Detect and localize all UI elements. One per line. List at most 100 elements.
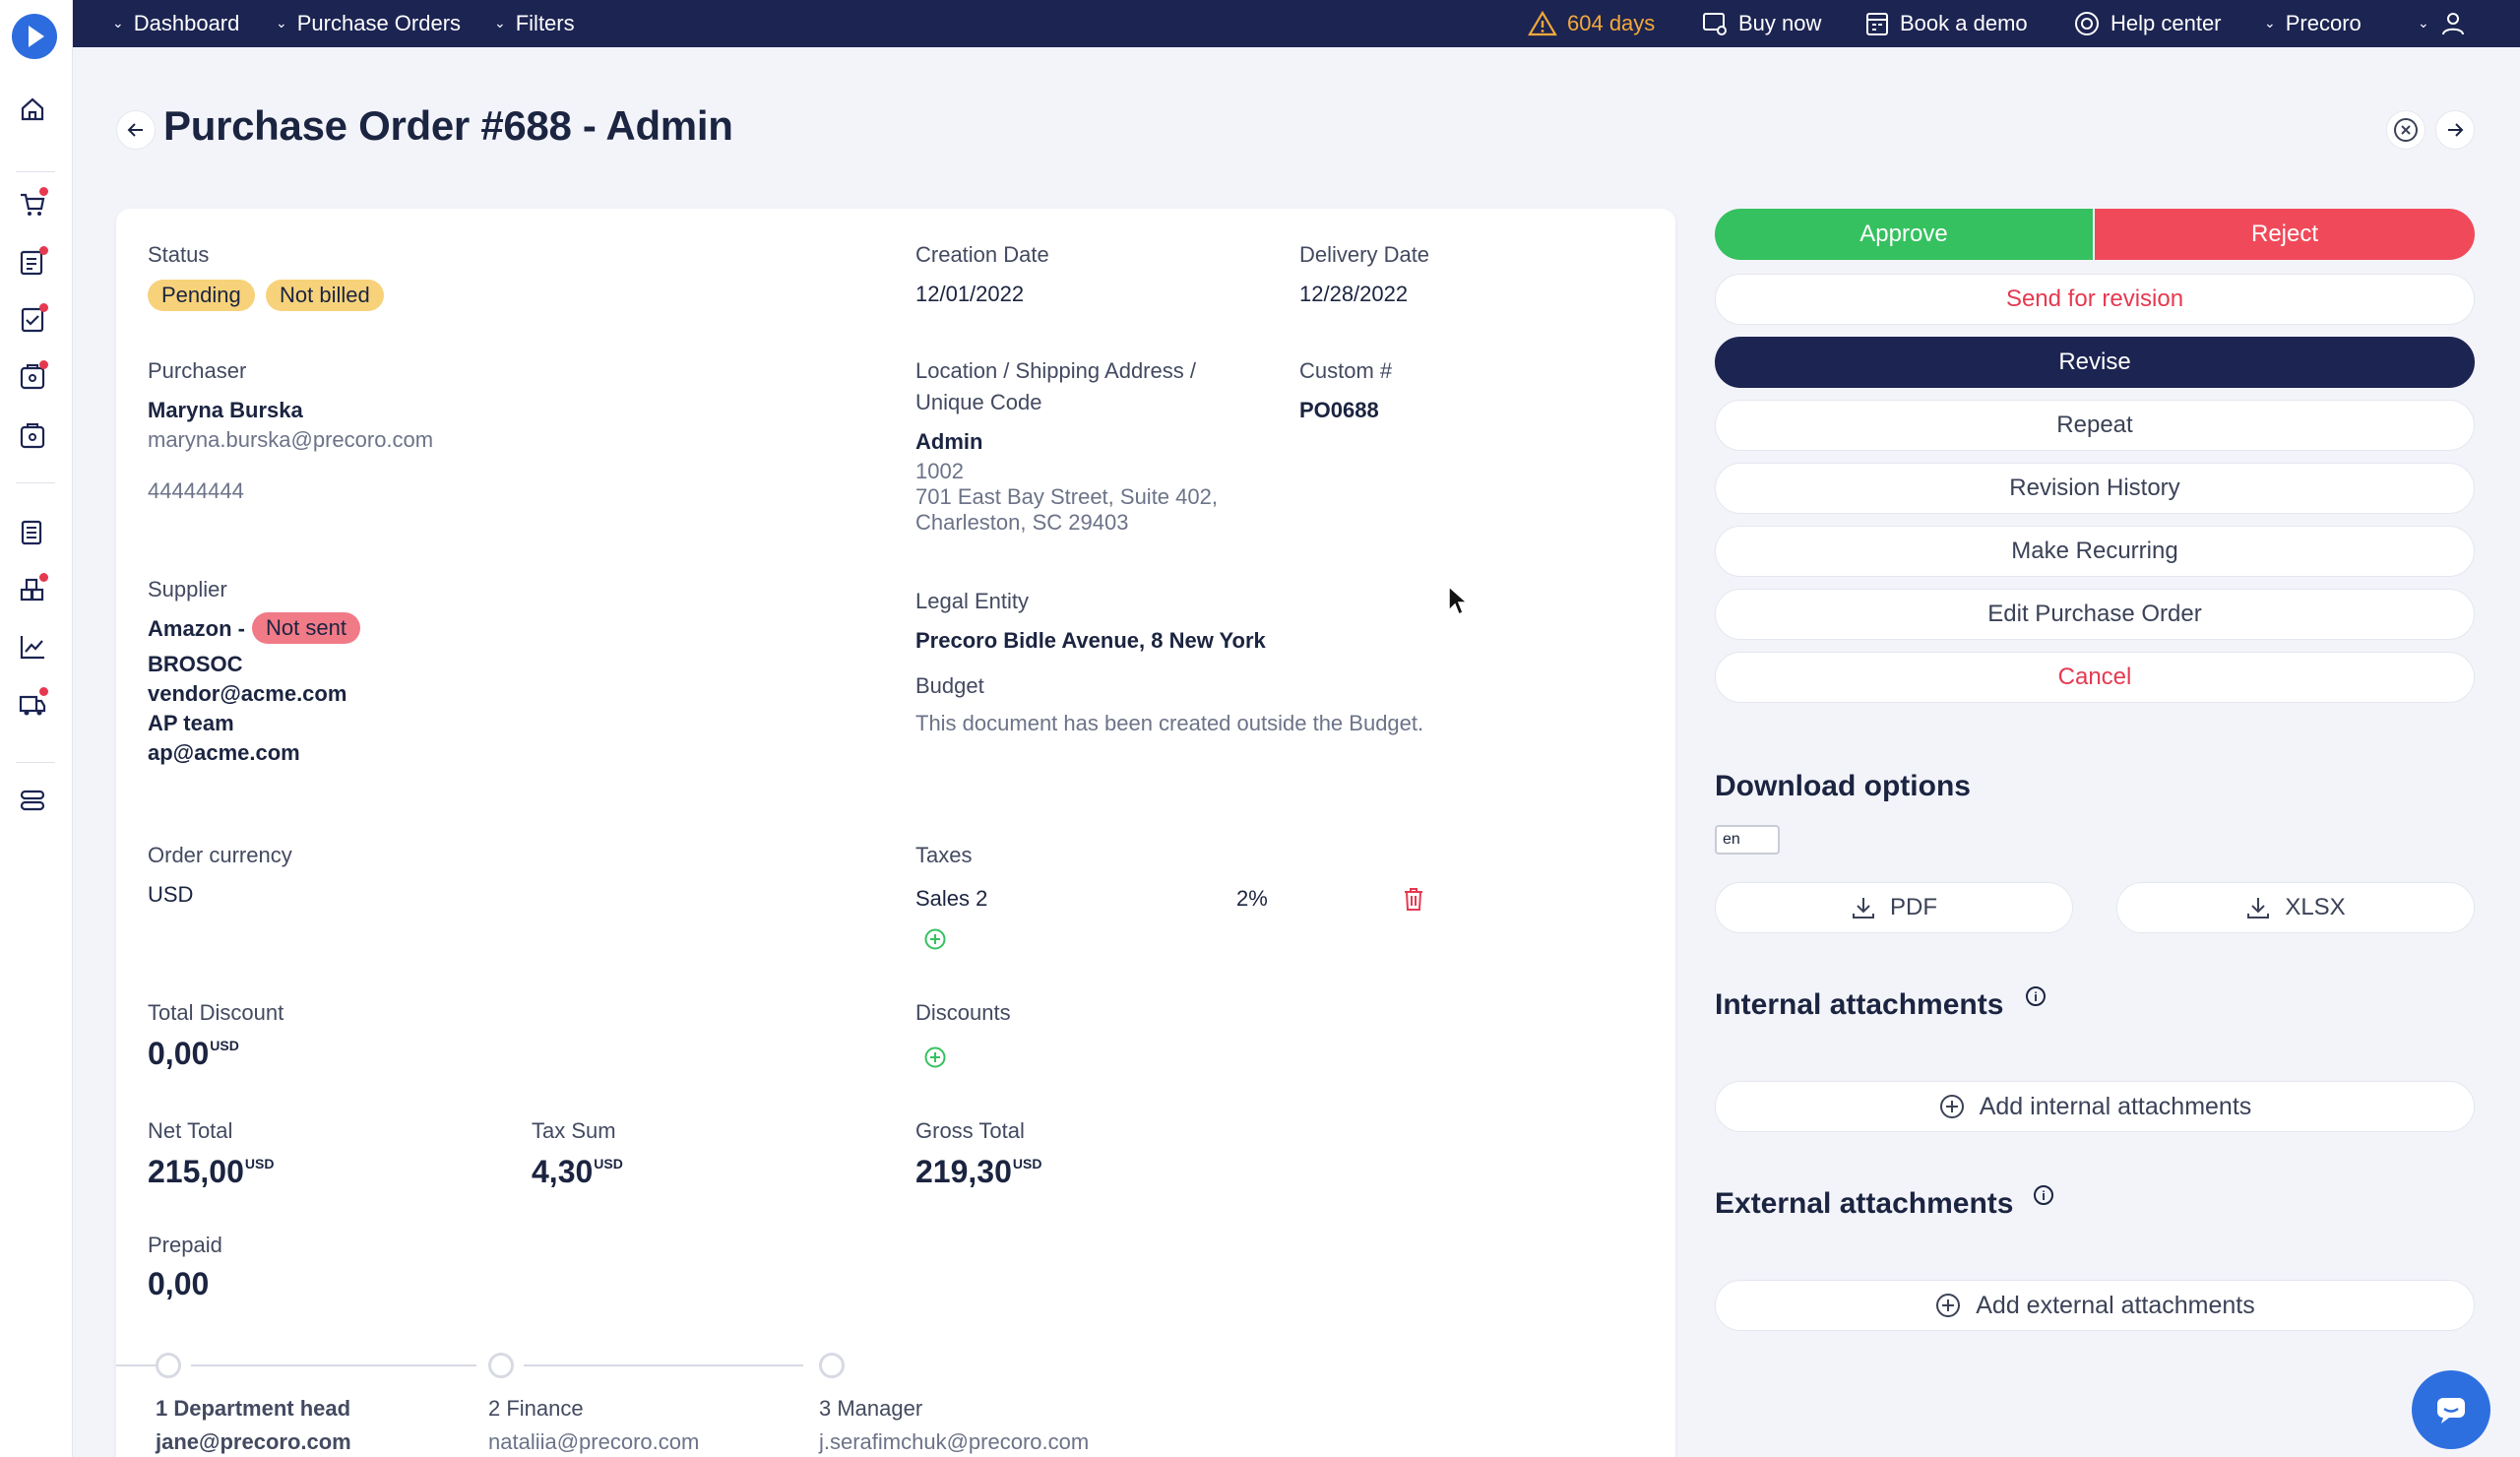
close-button[interactable] — [2386, 110, 2426, 150]
buy-now-button[interactable]: Buy now — [1701, 0, 1821, 47]
external-attachments-title: External attachments — [1715, 1187, 2014, 1220]
send-for-revision-button[interactable]: Send for revision — [1715, 274, 2475, 325]
user-menu[interactable]: ⌄ — [2418, 0, 2467, 47]
download-pdf-label: PDF — [1890, 894, 1937, 920]
approval-step-name: 3 Manager — [819, 1396, 923, 1421]
gross-total-label: Gross Total — [915, 1118, 1025, 1143]
location-street: 701 East Bay Street, Suite 402, — [915, 484, 1218, 509]
add-external-attachments-button[interactable]: Add external attachments — [1715, 1280, 2475, 1331]
internal-attachments-title: Internal attachments — [1715, 988, 2004, 1021]
add-external-attachments-label: Add external attachments — [1976, 1291, 2255, 1319]
invoices-icon[interactable] — [18, 421, 47, 451]
cancel-order-button[interactable]: Cancel — [1715, 652, 2475, 703]
calendar-icon — [1866, 13, 1888, 35]
make-recurring-button[interactable]: Make Recurring — [1715, 526, 2475, 577]
budgets-icon[interactable] — [18, 518, 47, 547]
nav-filters-label: Filters — [515, 11, 575, 35]
info-icon[interactable]: i — [2034, 1185, 2053, 1205]
revise-button[interactable]: Revise — [1715, 337, 2475, 388]
approval-step-email: nataliia@precoro.com — [488, 1429, 700, 1454]
settings-icon[interactable] — [18, 786, 47, 815]
supplier-label: Supplier — [148, 577, 227, 602]
trial-days-label: 604 days — [1567, 11, 1656, 35]
reject-button[interactable]: Reject — [2095, 209, 2475, 260]
supplier-line: vendor@acme.com — [148, 681, 347, 706]
supplier-line: ap@acme.com — [148, 740, 300, 765]
status-label: Status — [148, 242, 210, 267]
add-internal-attachments-label: Add internal attachments — [1979, 1092, 2252, 1120]
taxes-label: Taxes — [915, 843, 973, 867]
download-pdf-button[interactable]: PDF — [1715, 882, 2073, 933]
user-icon — [2441, 13, 2464, 35]
edit-purchase-order-button[interactable]: Edit Purchase Order — [1715, 589, 2475, 640]
approval-step-email: j.serafimchuk@precoro.com — [819, 1429, 1090, 1454]
language-select[interactable]: en — [1715, 825, 1780, 855]
nav-purchase-orders-label: Purchase Orders — [296, 11, 462, 35]
delete-tax-icon[interactable] — [1402, 886, 1425, 917]
legal-entity-value: Precoro Bidle Avenue, 8 New York — [915, 628, 1266, 653]
net-total-label: Net Total — [148, 1118, 233, 1143]
approve-button[interactable]: Approve — [1715, 209, 2093, 260]
supplier-status-badge: Not sent — [252, 612, 360, 644]
nav-purchase-orders[interactable]: ⌄ Purchase Orders — [276, 0, 461, 47]
total-discount-label: Total Discount — [148, 1000, 284, 1025]
delivery-date-label: Delivery Date — [1299, 242, 1430, 267]
help-center-label: Help center — [2110, 11, 2222, 35]
location-label-line1: Location / Shipping Address / — [915, 358, 1196, 383]
trial-days-warning[interactable]: 604 days — [1528, 0, 1655, 47]
purchaser-phone: 44444444 — [148, 478, 244, 503]
precoro-logo-icon[interactable] — [12, 14, 57, 59]
analytics-icon[interactable] — [18, 632, 47, 662]
nav-dashboard[interactable]: ⌄ Dashboard — [112, 0, 239, 47]
purchaser-email: maryna.burska@precoro.com — [148, 427, 434, 452]
info-icon[interactable]: i — [2026, 986, 2046, 1006]
add-tax-icon[interactable] — [923, 927, 947, 956]
repeat-button[interactable]: Repeat — [1715, 400, 2475, 451]
purchase-requests-icon[interactable] — [18, 187, 48, 219]
inventory-icon[interactable] — [18, 573, 48, 604]
receipts-icon[interactable] — [18, 360, 48, 392]
buy-now-label: Buy now — [1738, 11, 1822, 35]
budget-text: This document has been created outside t… — [915, 711, 1424, 735]
status-badge-pending: Pending — [148, 280, 255, 311]
approval-step-marker — [488, 1353, 514, 1378]
plus-circle-icon — [1939, 1095, 1964, 1118]
add-internal-attachments-button[interactable]: Add internal attachments — [1715, 1081, 2475, 1132]
currency-value: USD — [148, 882, 194, 907]
company-switcher[interactable]: ⌄ Precoro — [2264, 0, 2362, 47]
back-button[interactable] — [116, 110, 156, 150]
status-badge-billing: Not billed — [266, 280, 384, 311]
discounts-label: Discounts — [915, 1000, 1011, 1025]
add-discount-icon[interactable] — [923, 1045, 947, 1074]
supplier-line: BROSOC — [148, 652, 243, 676]
home-icon[interactable] — [18, 95, 47, 124]
suppliers-icon[interactable] — [18, 687, 48, 719]
download-icon — [2247, 898, 2270, 919]
chat-icon — [2437, 1398, 2465, 1424]
lifebuoy-icon — [2075, 12, 2099, 35]
chat-support-button[interactable] — [2412, 1370, 2490, 1449]
next-button[interactable] — [2435, 110, 2475, 150]
mouse-cursor-icon — [1447, 585, 1469, 621]
approval-step-name: 2 Finance — [488, 1396, 584, 1421]
location-name: Admin — [915, 429, 983, 454]
book-demo-button[interactable]: Book a demo — [1864, 0, 2028, 47]
purchaser-label: Purchaser — [148, 358, 247, 383]
custom-number-label: Custom # — [1299, 358, 1393, 383]
purchase-orders-icon[interactable] — [18, 246, 48, 278]
download-xlsx-label: XLSX — [2285, 894, 2346, 920]
chevron-down-icon: ⌄ — [276, 14, 287, 31]
approvals-icon[interactable] — [18, 303, 48, 335]
approval-step-marker — [819, 1353, 845, 1378]
creation-date-value: 12/01/2022 — [915, 282, 1025, 306]
nav-filters[interactable]: ⌄ Filters — [494, 0, 575, 47]
nav-dashboard-label: Dashboard — [133, 11, 240, 35]
tax-name: Sales 2 — [915, 886, 988, 911]
approval-step-name: 1 Department head — [156, 1396, 351, 1421]
revision-history-button[interactable]: Revision History — [1715, 463, 2475, 514]
supplier-name[interactable]: Amazon - — [148, 616, 245, 641]
chevron-down-icon: ⌄ — [2264, 14, 2276, 31]
download-xlsx-button[interactable]: XLSX — [2116, 882, 2475, 933]
chevron-down-icon: ⌄ — [112, 14, 124, 31]
help-center-button[interactable]: Help center — [2073, 0, 2222, 47]
